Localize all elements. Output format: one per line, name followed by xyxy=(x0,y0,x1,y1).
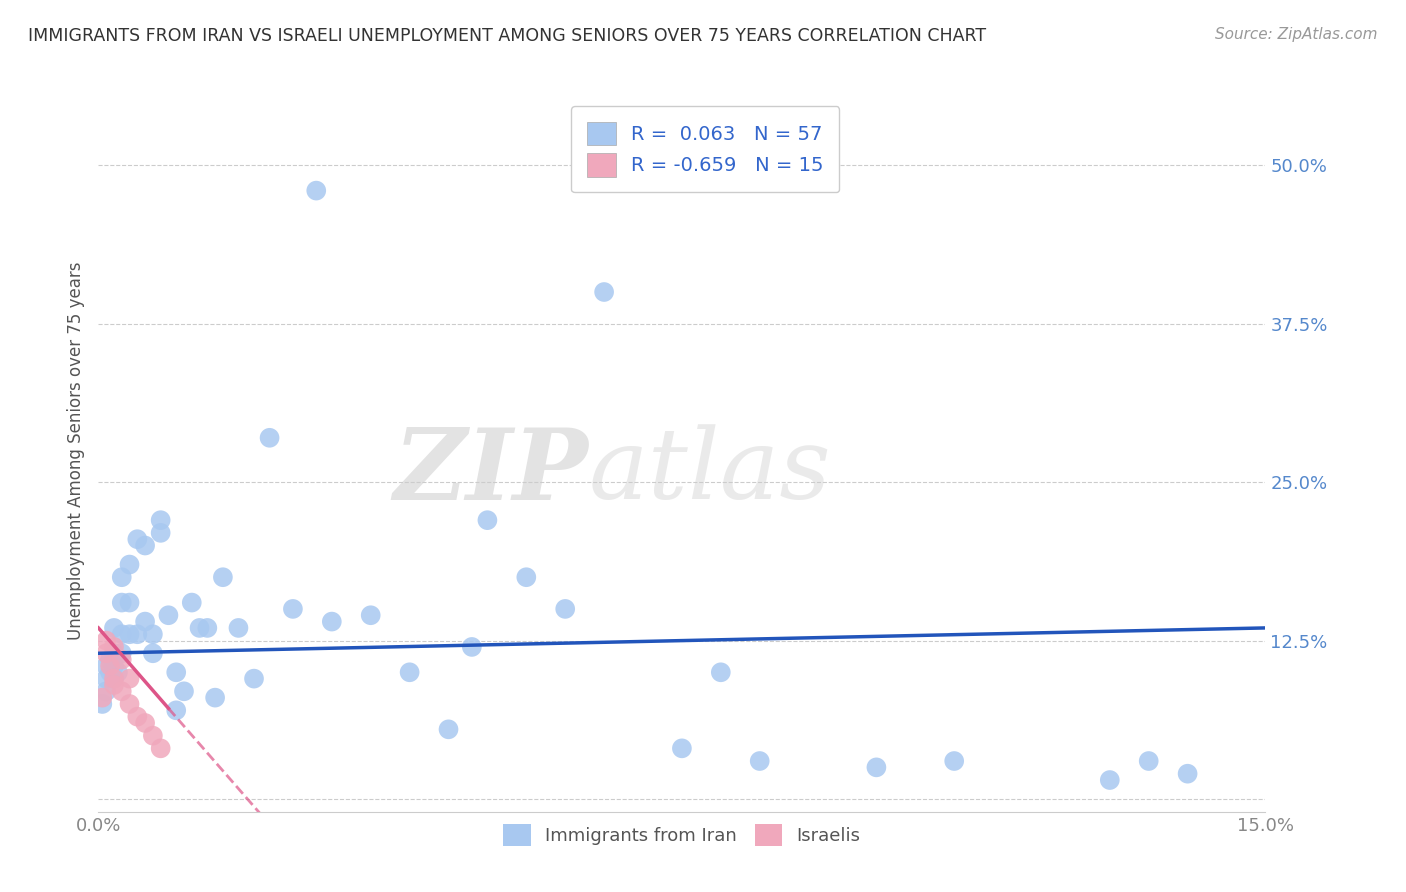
Point xyxy=(157,608,180,623)
Point xyxy=(96,633,118,648)
Point xyxy=(1177,766,1199,780)
Point xyxy=(91,697,114,711)
Point xyxy=(127,627,149,641)
Point xyxy=(180,596,202,610)
Point xyxy=(865,760,887,774)
Text: atlas: atlas xyxy=(589,425,831,520)
Point xyxy=(111,627,134,641)
Point xyxy=(134,539,156,553)
Point xyxy=(103,672,125,686)
Point xyxy=(281,602,304,616)
Point xyxy=(259,431,281,445)
Point xyxy=(149,741,172,756)
Point xyxy=(165,703,187,717)
Point xyxy=(118,672,141,686)
Point xyxy=(173,684,195,698)
Point xyxy=(228,621,250,635)
Y-axis label: Unemployment Among Seniors over 75 years: Unemployment Among Seniors over 75 years xyxy=(66,261,84,640)
Point xyxy=(554,602,576,616)
Point xyxy=(321,615,343,629)
Point xyxy=(943,754,966,768)
Point xyxy=(1098,772,1121,787)
Point xyxy=(103,640,125,654)
Point xyxy=(188,621,211,635)
Point xyxy=(165,665,187,680)
Point xyxy=(111,646,134,660)
Point xyxy=(98,652,121,666)
Point xyxy=(107,665,129,680)
Point xyxy=(305,184,328,198)
Point xyxy=(515,570,537,584)
Point xyxy=(149,525,172,540)
Point xyxy=(118,627,141,641)
Text: IMMIGRANTS FROM IRAN VS ISRAELI UNEMPLOYMENT AMONG SENIORS OVER 75 YEARS CORRELA: IMMIGRANTS FROM IRAN VS ISRAELI UNEMPLOY… xyxy=(28,27,986,45)
Point xyxy=(142,646,165,660)
Point xyxy=(127,709,149,723)
Point xyxy=(111,652,134,666)
Text: ZIP: ZIP xyxy=(394,424,589,520)
Point xyxy=(98,659,121,673)
Point xyxy=(204,690,226,705)
Point xyxy=(710,665,733,680)
Point xyxy=(103,659,125,673)
Point xyxy=(671,741,693,756)
Point xyxy=(96,646,118,660)
Point xyxy=(118,596,141,610)
Point xyxy=(461,640,484,654)
Point xyxy=(437,723,460,737)
Point xyxy=(748,754,770,768)
Legend: Immigrants from Iran, Israelis: Immigrants from Iran, Israelis xyxy=(496,817,868,854)
Point xyxy=(212,570,235,584)
Point xyxy=(103,678,125,692)
Point xyxy=(96,684,118,698)
Point xyxy=(1137,754,1160,768)
Point xyxy=(96,672,118,686)
Point xyxy=(96,659,118,673)
Point xyxy=(111,596,134,610)
Point xyxy=(477,513,499,527)
Point xyxy=(118,697,141,711)
Point xyxy=(111,570,134,584)
Point xyxy=(149,513,172,527)
Point xyxy=(118,558,141,572)
Point xyxy=(360,608,382,623)
Point xyxy=(127,532,149,546)
Point xyxy=(243,672,266,686)
Point xyxy=(103,621,125,635)
Point xyxy=(593,285,616,299)
Point xyxy=(142,729,165,743)
Text: Source: ZipAtlas.com: Source: ZipAtlas.com xyxy=(1215,27,1378,42)
Point xyxy=(91,690,114,705)
Point xyxy=(398,665,420,680)
Point xyxy=(142,627,165,641)
Point xyxy=(111,684,134,698)
Point xyxy=(98,665,121,680)
Point xyxy=(103,672,125,686)
Point xyxy=(134,716,156,731)
Point xyxy=(195,621,218,635)
Point xyxy=(134,615,156,629)
Point xyxy=(103,646,125,660)
